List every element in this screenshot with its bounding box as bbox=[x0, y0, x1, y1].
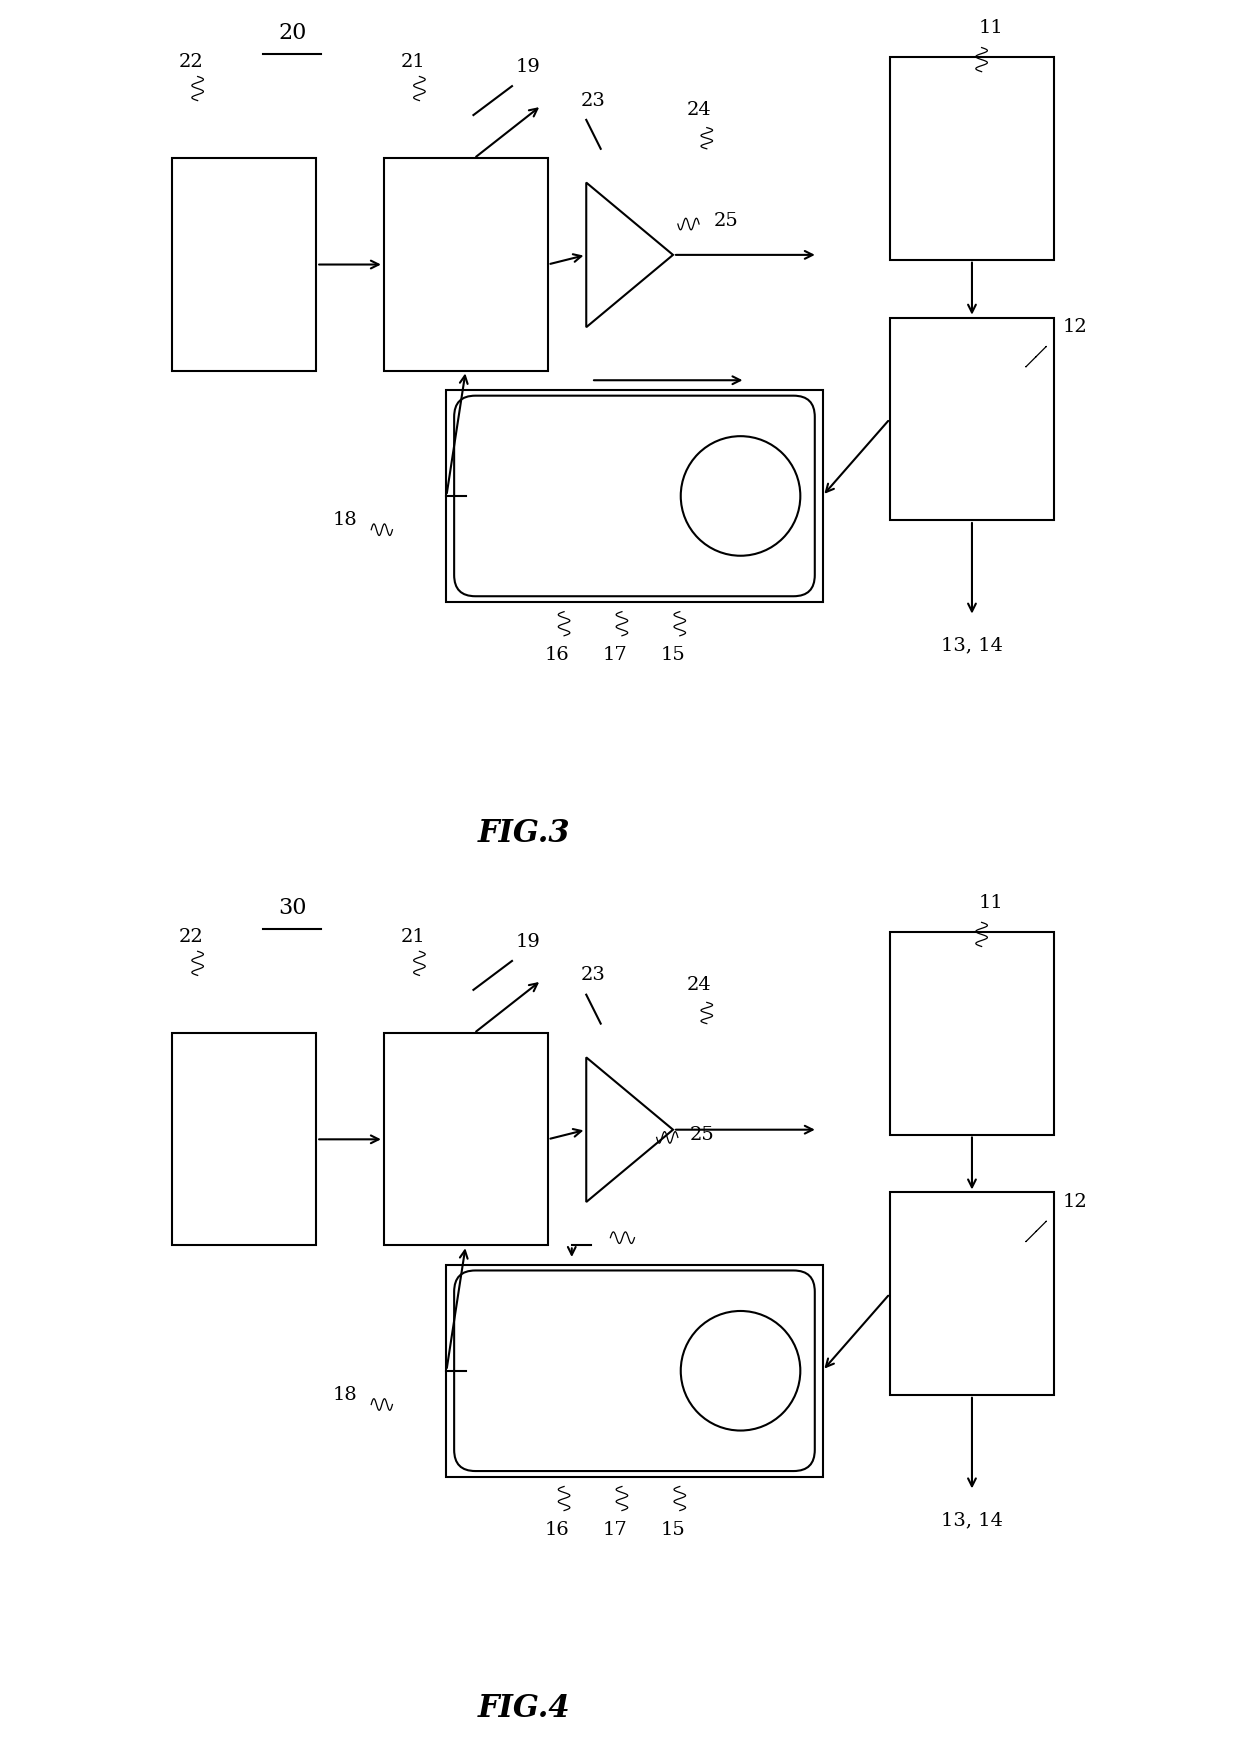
Text: 13, 14: 13, 14 bbox=[941, 1511, 1003, 1529]
Text: 12: 12 bbox=[1063, 1192, 1087, 1212]
Text: 22: 22 bbox=[179, 53, 203, 72]
Text: 11: 11 bbox=[978, 895, 1003, 912]
Text: 16: 16 bbox=[544, 1522, 569, 1539]
Text: FIG.3: FIG.3 bbox=[477, 818, 570, 849]
Text: 21: 21 bbox=[401, 928, 425, 946]
Text: 23: 23 bbox=[580, 91, 605, 110]
Text: 19: 19 bbox=[516, 933, 541, 951]
Text: 17: 17 bbox=[603, 1522, 627, 1539]
Text: 20: 20 bbox=[278, 23, 306, 44]
Text: 18: 18 bbox=[332, 511, 357, 529]
Text: 30: 30 bbox=[278, 897, 306, 919]
Text: 15: 15 bbox=[661, 646, 686, 664]
Text: 25: 25 bbox=[714, 212, 739, 229]
Text: 12: 12 bbox=[1063, 319, 1087, 336]
Text: 18: 18 bbox=[332, 1385, 357, 1404]
Text: 19: 19 bbox=[516, 58, 541, 75]
Text: 17: 17 bbox=[603, 646, 627, 664]
Text: 25: 25 bbox=[689, 1126, 714, 1143]
Text: 22: 22 bbox=[179, 928, 203, 946]
Text: 21: 21 bbox=[401, 53, 425, 72]
Text: 13, 14: 13, 14 bbox=[941, 636, 1003, 655]
Text: FIG.4: FIG.4 bbox=[477, 1693, 570, 1723]
Text: 11: 11 bbox=[978, 19, 1003, 37]
Text: 24: 24 bbox=[687, 975, 712, 995]
Text: 15: 15 bbox=[661, 1522, 686, 1539]
Text: 23: 23 bbox=[580, 967, 605, 984]
Text: 24: 24 bbox=[687, 102, 712, 119]
Text: 16: 16 bbox=[544, 646, 569, 664]
